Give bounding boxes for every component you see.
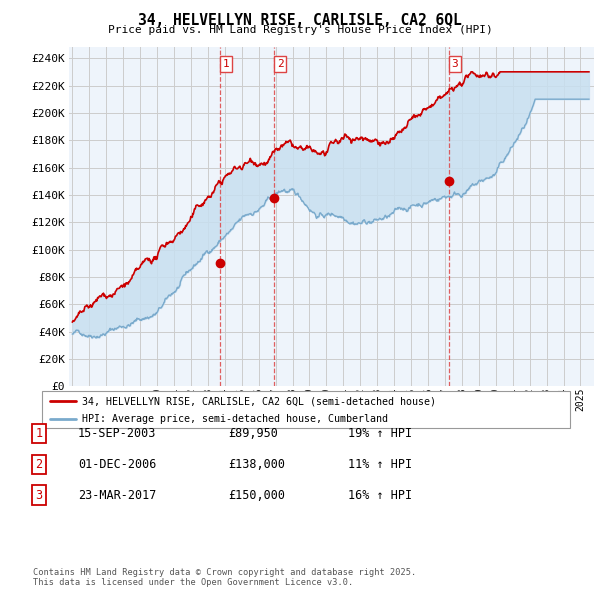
Text: 11% ↑ HPI: 11% ↑ HPI [348,458,412,471]
Text: £89,950: £89,950 [228,427,278,440]
Text: 15-SEP-2003: 15-SEP-2003 [78,427,157,440]
Text: £138,000: £138,000 [228,458,285,471]
Text: 1: 1 [223,59,229,69]
Text: 1: 1 [35,427,43,440]
Text: 2: 2 [35,458,43,471]
Text: 01-DEC-2006: 01-DEC-2006 [78,458,157,471]
Text: 2: 2 [277,59,284,69]
FancyBboxPatch shape [42,391,570,428]
Text: 19% ↑ HPI: 19% ↑ HPI [348,427,412,440]
Text: HPI: Average price, semi-detached house, Cumberland: HPI: Average price, semi-detached house,… [82,414,388,424]
Text: 3: 3 [451,59,458,69]
Text: 3: 3 [35,489,43,502]
Text: 16% ↑ HPI: 16% ↑ HPI [348,489,412,502]
Text: Contains HM Land Registry data © Crown copyright and database right 2025.
This d: Contains HM Land Registry data © Crown c… [33,568,416,587]
Text: Price paid vs. HM Land Registry's House Price Index (HPI): Price paid vs. HM Land Registry's House … [107,25,493,35]
Text: 34, HELVELLYN RISE, CARLISLE, CA2 6QL: 34, HELVELLYN RISE, CARLISLE, CA2 6QL [138,13,462,28]
Text: £150,000: £150,000 [228,489,285,502]
Text: 23-MAR-2017: 23-MAR-2017 [78,489,157,502]
Text: 34, HELVELLYN RISE, CARLISLE, CA2 6QL (semi-detached house): 34, HELVELLYN RISE, CARLISLE, CA2 6QL (s… [82,396,436,406]
